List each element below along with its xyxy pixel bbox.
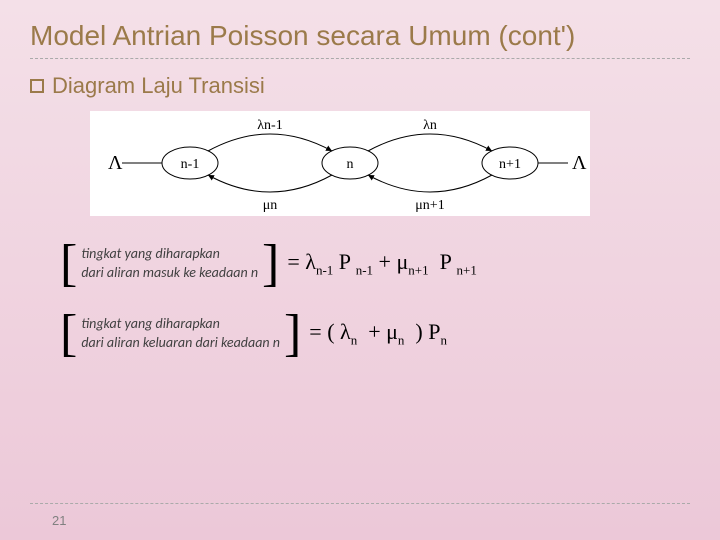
- edge-bottom-right: [368, 175, 492, 192]
- bracket-right-icon: ]: [284, 312, 301, 356]
- equation-2: [ tingkat yang diharapkan dari aliran ke…: [60, 312, 690, 356]
- transition-diagram: Λ n-1 n n+1 Λ λn-1 λn μn μn+1: [90, 111, 590, 216]
- edge-top-right-label: λn: [423, 118, 437, 133]
- cap-right: Λ: [572, 152, 587, 174]
- equation-1: [ tingkat yang diharapkan dari aliran ma…: [60, 242, 690, 286]
- edge-top-right: [368, 134, 492, 151]
- node-n+1-label: n+1: [499, 157, 521, 172]
- divider-bottom: [30, 503, 690, 504]
- edge-bottom-right-label: μn+1: [415, 198, 444, 213]
- edge-bottom-left: [208, 175, 332, 192]
- bracket-right-icon: ]: [262, 242, 279, 286]
- eq1-rhs: = λn-1 P n-1 + μn+1 P n+1: [287, 249, 477, 278]
- edge-bottom-left-label: μn: [263, 198, 278, 213]
- eq2-line1: tingkat yang diharapkan: [81, 315, 280, 334]
- eq2-rhs: = ( λn + μn ) Pn: [309, 319, 447, 348]
- eq1-line1: tingkat yang diharapkan: [81, 245, 258, 264]
- edge-top-left: [208, 134, 332, 151]
- edge-top-left-label: λn-1: [257, 118, 282, 133]
- bracket-left-icon: [: [60, 312, 77, 356]
- bullet-row: Diagram Laju Transisi: [30, 73, 690, 99]
- bullet-checkbox-icon: [30, 79, 44, 93]
- diagram-svg: Λ n-1 n n+1 Λ λn-1 λn μn μn+1: [90, 111, 590, 216]
- bullet-label: Diagram Laju Transisi: [52, 73, 265, 99]
- page-number: 21: [52, 513, 66, 528]
- eq2-line2: dari aliran keluaran dari keadaan n: [81, 334, 280, 353]
- page-title: Model Antrian Poisson secara Umum (cont'…: [30, 20, 690, 52]
- eq1-line2: dari aliran masuk ke keadaan n: [81, 264, 258, 283]
- divider-top: [30, 58, 690, 59]
- node-n-1-label: n-1: [181, 157, 200, 172]
- node-n-label: n: [347, 157, 354, 172]
- bracket-left-icon: [: [60, 242, 77, 286]
- cap-left: Λ: [108, 152, 123, 174]
